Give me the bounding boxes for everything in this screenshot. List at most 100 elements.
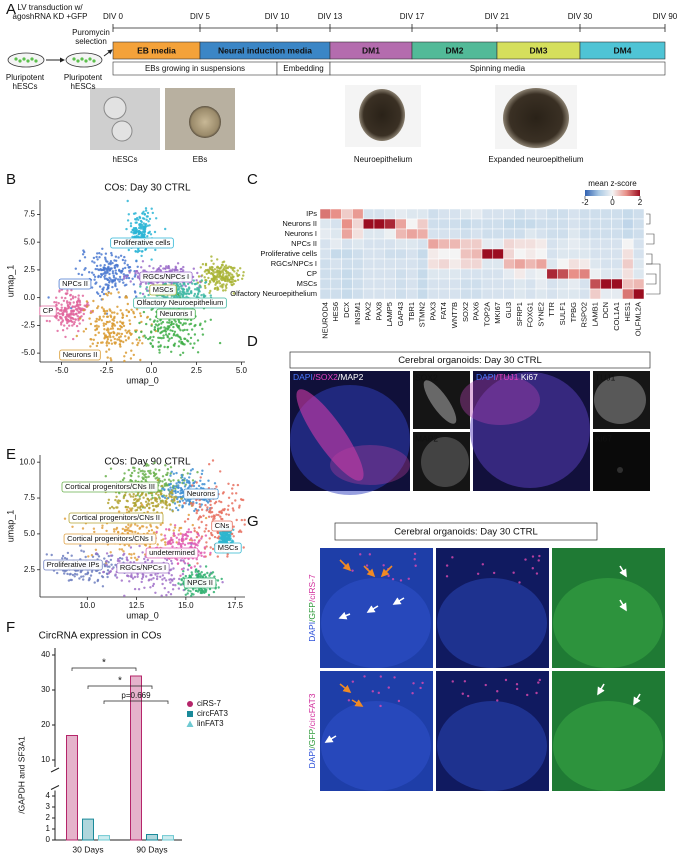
cell-point <box>190 594 193 597</box>
cell-point <box>151 211 154 215</box>
cell-point <box>175 323 178 326</box>
heatmap-cell <box>395 258 407 270</box>
heatmap-cell <box>514 258 526 270</box>
cell-point <box>159 491 162 494</box>
heatmap-cell <box>460 238 472 250</box>
cell-point <box>179 532 182 535</box>
cell-point <box>138 526 142 529</box>
cell-point <box>151 345 155 349</box>
heatmap-cell <box>622 268 634 280</box>
cell-point <box>57 318 60 322</box>
cell-point <box>167 265 170 268</box>
cell-point <box>140 220 143 224</box>
cell-point <box>123 284 127 287</box>
cell-point <box>170 336 173 340</box>
heatmap-cell <box>416 288 429 300</box>
cluster-label: Olfactory Neuroepithelium <box>137 298 224 307</box>
cell-point <box>235 518 238 522</box>
cell-point <box>79 570 83 574</box>
cell-point <box>102 315 105 318</box>
cell-point <box>137 233 140 236</box>
cell-point <box>242 274 245 277</box>
micrograph-signal <box>330 445 410 485</box>
cell-point <box>60 306 63 309</box>
cell-point <box>138 215 141 219</box>
heatmap-cell <box>395 288 407 300</box>
heatmap-cell <box>568 278 580 290</box>
cell-point <box>177 288 180 291</box>
cell-point <box>166 468 170 471</box>
cell-point <box>105 563 108 566</box>
panel-letter: E <box>6 446 16 463</box>
cell-point <box>130 230 133 234</box>
cell-point <box>124 329 127 332</box>
cell-point <box>105 309 109 313</box>
cell-point <box>241 277 244 280</box>
cell-point <box>147 282 150 285</box>
cell-point <box>216 258 219 261</box>
cell-point <box>181 342 184 345</box>
cell-point <box>132 312 135 315</box>
cell-point <box>193 565 196 568</box>
cell-point <box>84 327 88 331</box>
cell-point <box>119 309 122 312</box>
cell-point <box>196 570 199 573</box>
cell-point <box>181 499 184 502</box>
heatmap-cell <box>319 228 332 240</box>
x-tick-label: 5.0 <box>236 366 248 375</box>
cell-point <box>167 339 170 342</box>
cell-point <box>169 474 172 477</box>
cell-point <box>110 254 114 257</box>
cell-point <box>176 562 180 565</box>
cell-point <box>79 544 82 547</box>
cell-point <box>198 526 201 529</box>
column-label: LAMB1 <box>590 302 599 327</box>
cell-point <box>109 327 113 330</box>
cell-point <box>172 583 175 587</box>
cell-point <box>170 562 174 565</box>
cell-point <box>80 575 83 578</box>
cell-point <box>204 516 208 520</box>
cell-point <box>157 494 160 497</box>
cell-point <box>204 263 208 267</box>
heatmap-cell <box>611 268 623 280</box>
stain-part: /TUJ1 <box>496 372 519 382</box>
cell-point <box>73 321 76 324</box>
cell-point <box>105 552 109 555</box>
panel-letter: A <box>6 1 16 18</box>
cell-point <box>180 488 184 492</box>
cell-point <box>147 469 150 473</box>
cell-point <box>172 567 175 570</box>
cell-point <box>125 556 128 559</box>
cell-point <box>138 321 141 325</box>
cell-point <box>106 267 110 270</box>
stain-part: /GFP <box>307 602 317 622</box>
cell-point <box>105 272 108 275</box>
cell-point <box>105 283 109 286</box>
cell-point <box>71 295 75 298</box>
cell-point <box>115 576 119 579</box>
heatmap-cell <box>589 278 602 290</box>
cell-point <box>127 276 131 280</box>
heatmap-cell <box>470 258 483 270</box>
cell-point <box>193 509 196 513</box>
cell-point <box>112 507 116 510</box>
cell-point <box>159 331 162 335</box>
cell-point <box>109 278 112 281</box>
cell-point <box>193 539 196 542</box>
cell-point <box>105 559 109 563</box>
cell-point <box>209 281 212 284</box>
cell-point <box>192 481 196 485</box>
dendrogram <box>646 213 651 225</box>
cell-point <box>187 564 191 567</box>
cell-point <box>166 321 169 324</box>
micrograph-dot <box>537 559 540 562</box>
heatmap-cell <box>352 268 364 280</box>
cell-point <box>143 217 146 220</box>
column-label: HES6 <box>331 302 340 322</box>
cell-point <box>155 530 158 534</box>
heatmap-cell <box>384 238 396 250</box>
micrograph-dot <box>397 699 401 703</box>
heatmap-cell <box>341 208 353 220</box>
cell-point <box>193 529 196 533</box>
